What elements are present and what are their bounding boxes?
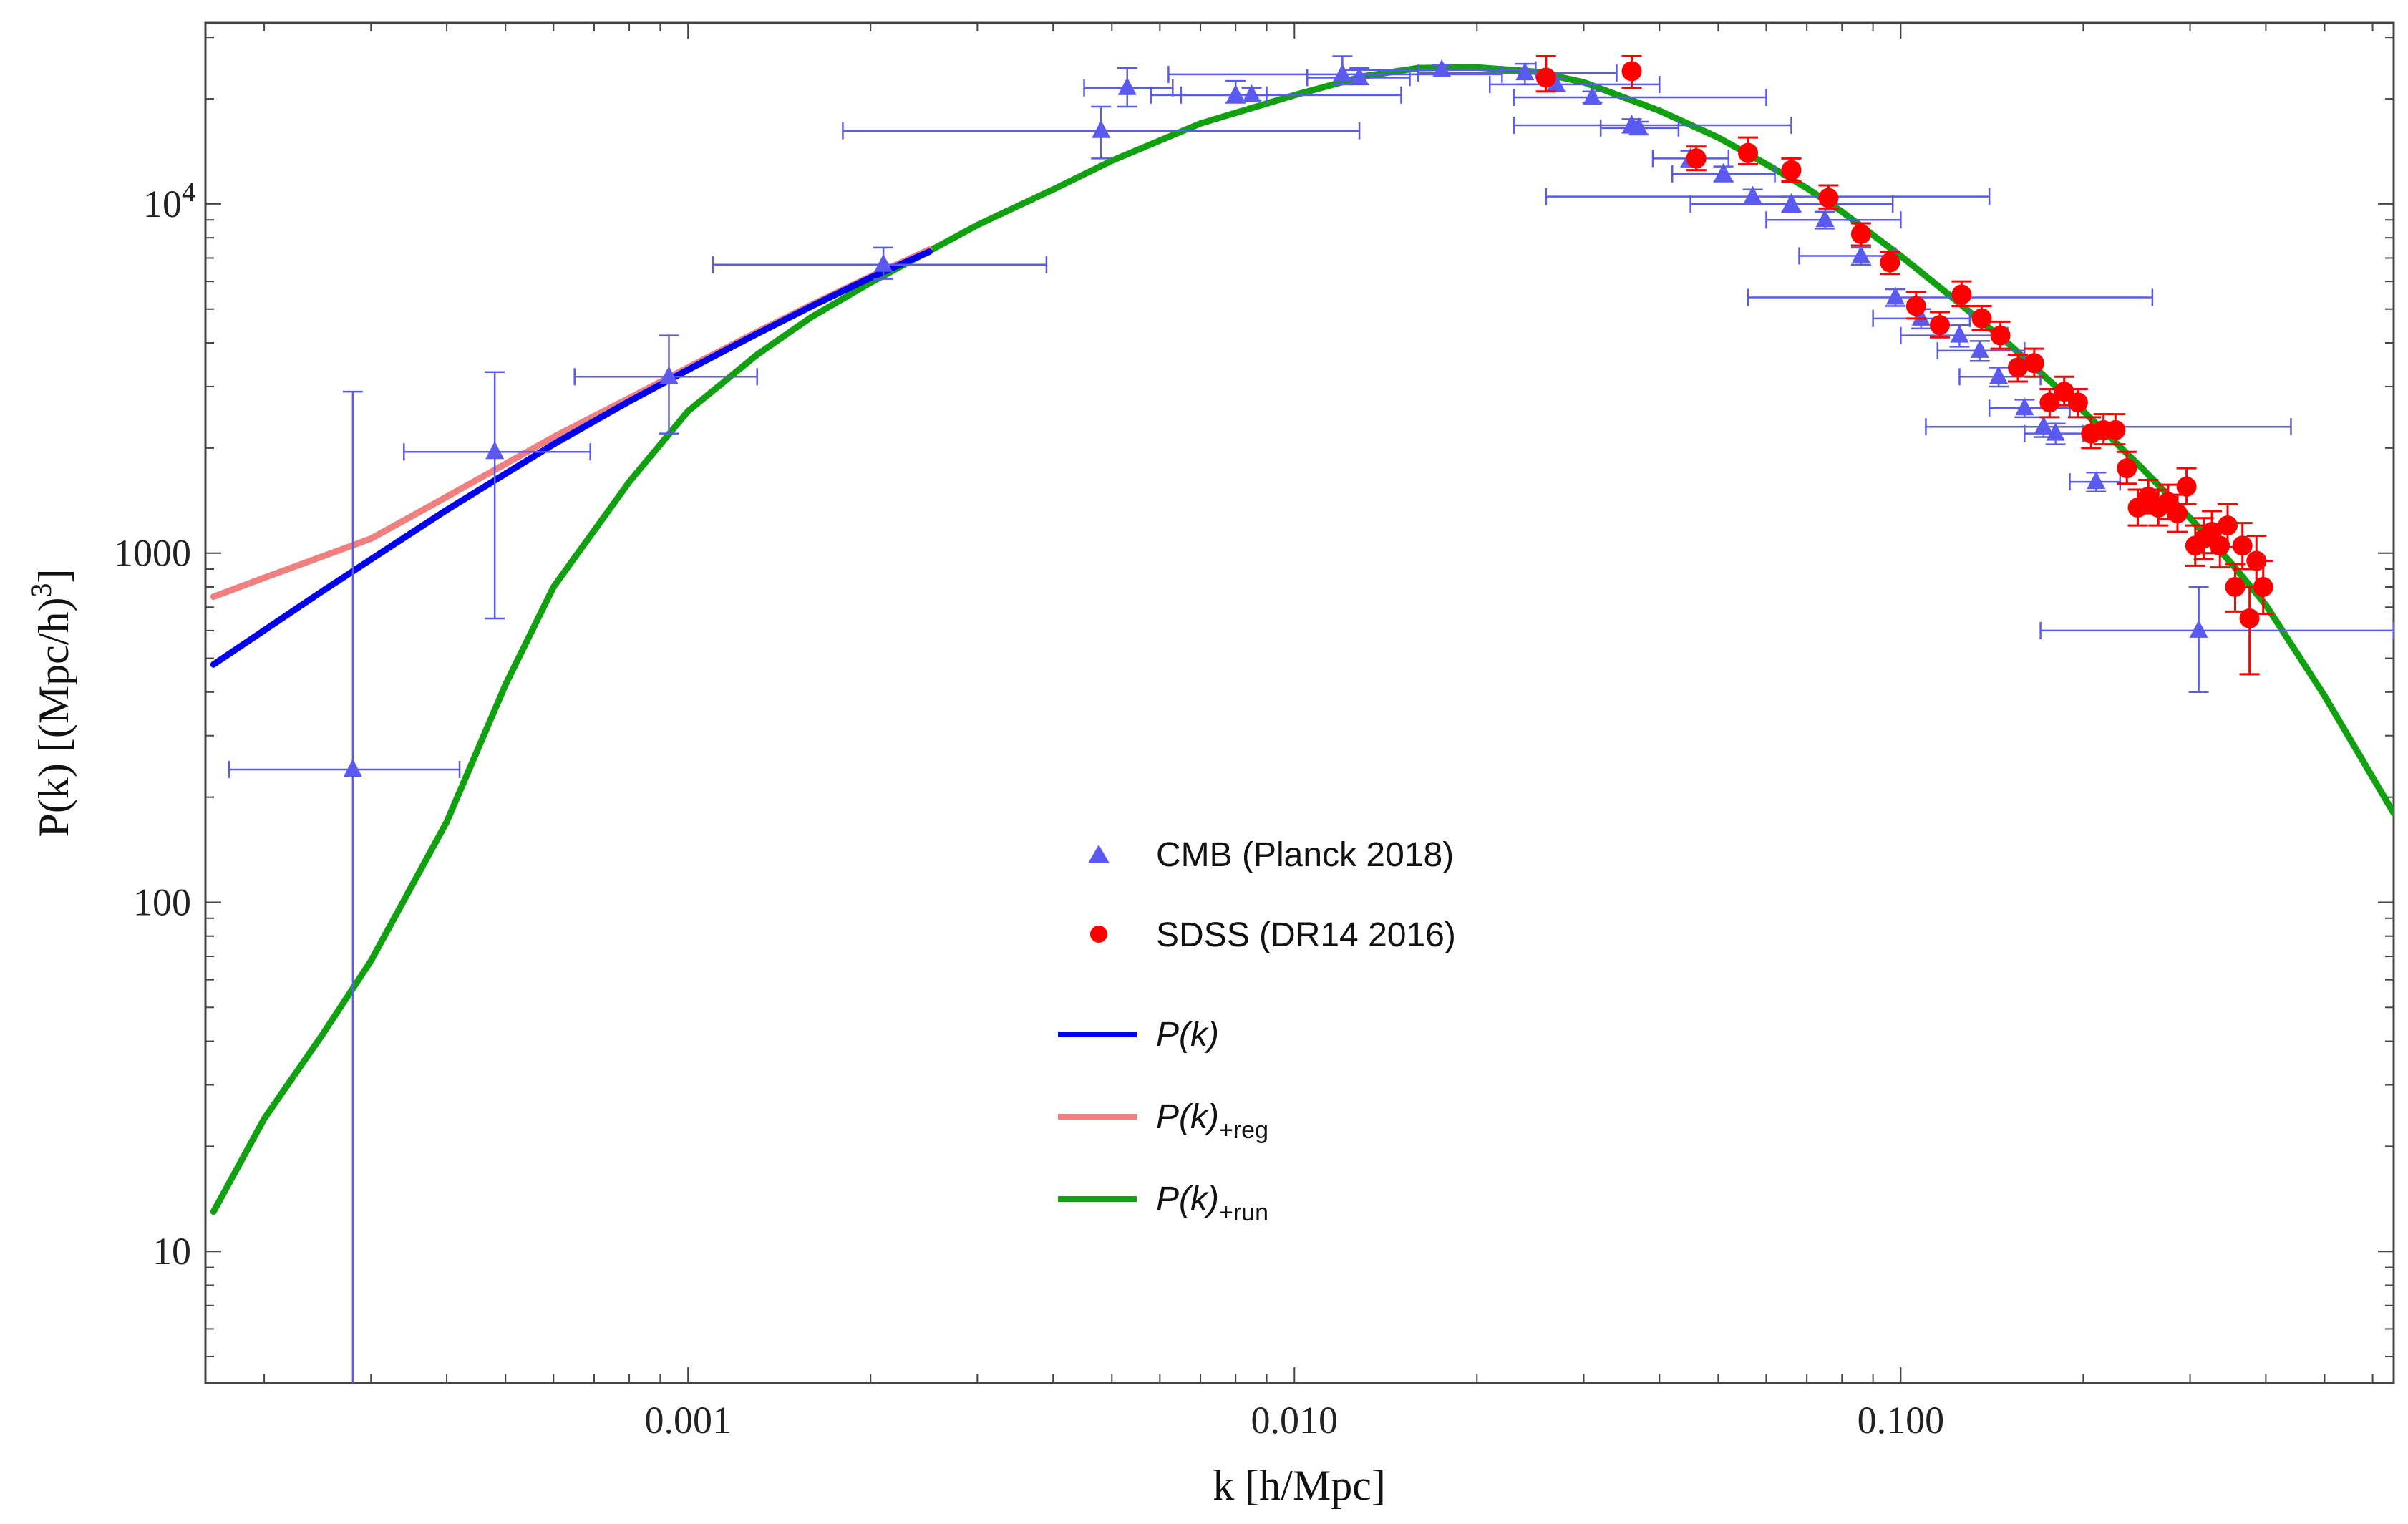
sdss-point	[2067, 392, 2088, 413]
legend-item-sdss: SDSS (DR14 2016)	[1090, 916, 1456, 954]
sdss-point	[2007, 357, 2028, 378]
sdss-point	[1850, 223, 1871, 244]
plot-frame	[204, 21, 2395, 1384]
y-axis-title: P(k) [(Mpc/h)3]	[25, 569, 77, 838]
cmb-point	[1885, 286, 1905, 305]
cmb-point	[1743, 185, 1762, 204]
cmb-point	[2087, 471, 2106, 490]
legend-marker-triangle	[1088, 845, 1110, 863]
cmb-point	[659, 366, 679, 384]
legend-label-pk: P(k)	[1156, 1016, 1219, 1054]
sdss-point	[1781, 160, 1802, 180]
cmb-point	[1970, 339, 1989, 358]
sdss-point	[2167, 503, 2188, 524]
sdss-point	[1951, 284, 1972, 305]
cmb-point	[2015, 397, 2034, 416]
sdss-point	[2117, 458, 2137, 479]
sdss-point	[2039, 392, 2060, 413]
sdss-point	[1905, 296, 1926, 316]
y-tick-label: 104	[143, 178, 195, 225]
sdss-point	[2176, 476, 2197, 497]
y-tick-label: 10	[152, 1230, 191, 1273]
sdss-point	[2024, 353, 2044, 374]
sdss-point	[2054, 382, 2074, 402]
x-tick-label: 0.010	[1251, 1399, 1339, 1442]
cmb-point	[1583, 86, 1602, 105]
cmb-point	[1515, 62, 1535, 81]
sdss-point	[2105, 419, 2126, 440]
model-curves	[210, 64, 2394, 1215]
cmb-point	[1714, 162, 1733, 181]
legend-label-sdss: SDSS (DR14 2016)	[1156, 916, 1456, 954]
sdss-point	[2253, 576, 2273, 597]
cmb-point	[1092, 120, 1111, 138]
cmb-point	[1950, 324, 1969, 343]
cmb-point	[1629, 117, 1649, 135]
cmb-point	[1117, 77, 1137, 95]
legend-item-pk-run: P(k)+run	[1058, 1180, 1268, 1226]
cmb-point	[1989, 366, 2009, 384]
legend-item-pk-reg: P(k)+reg	[1058, 1098, 1268, 1144]
y-tick-label: 100	[133, 880, 191, 923]
sdss-point	[2210, 535, 2230, 556]
curve-pk	[210, 248, 933, 668]
curve-pkrun	[210, 64, 2394, 1215]
cmb-point	[1782, 193, 1801, 211]
cmb-point	[874, 253, 893, 272]
legend-item-pk: P(k)	[1058, 1016, 1219, 1054]
sdss-point	[2225, 576, 2246, 597]
sdss-point	[1880, 252, 1900, 273]
sdss-point	[2232, 535, 2253, 556]
x-axis-title: k [h/Mpc]	[1213, 1462, 1386, 1509]
cmb-point	[1546, 73, 1565, 92]
axis-ticks: 0.001 0.010 0.100 10 100 1000 104	[114, 23, 2394, 1442]
cmb-point	[1851, 245, 1870, 263]
data-points	[228, 54, 2394, 1383]
cmb-point	[1242, 84, 1261, 102]
cmb-point	[2046, 422, 2065, 441]
x-tick-label: 0.001	[644, 1399, 732, 1442]
cmb-point	[343, 759, 362, 777]
legend-label-pk-reg: P(k)+reg	[1156, 1098, 1268, 1144]
cmb-point	[1226, 84, 1246, 102]
y-tick-label: 1000	[114, 532, 191, 575]
x-tick-label: 0.100	[1858, 1399, 1945, 1442]
sdss-point	[1686, 148, 1707, 169]
cmb-point	[1815, 209, 1835, 228]
sdss-point	[1971, 308, 1992, 329]
legend-label-cmb: CMB (Planck 2018)	[1156, 836, 1454, 874]
legend-marker-circle	[1090, 926, 1107, 943]
cmb-point	[485, 441, 505, 460]
cmb-point	[1350, 67, 1369, 85]
sdss-point	[1990, 325, 2011, 346]
cmb-point	[2189, 619, 2208, 638]
sdss-point	[2239, 608, 2260, 628]
sdss-point	[2218, 515, 2238, 536]
legend-label-pk-run: P(k)+run	[1156, 1180, 1268, 1226]
cmb-point	[1911, 307, 1931, 326]
sdss-point	[1929, 315, 1950, 336]
sdss-point	[1535, 67, 1556, 88]
legend-item-cmb: CMB (Planck 2018)	[1088, 836, 1454, 874]
legend: CMB (Planck 2018) SDSS (DR14 2016) P(k) …	[1058, 836, 1456, 1226]
cmb-point	[2034, 416, 2053, 435]
sdss-point	[1818, 188, 1839, 208]
sdss-point	[1738, 142, 1759, 163]
sdss-point	[1621, 61, 1642, 82]
